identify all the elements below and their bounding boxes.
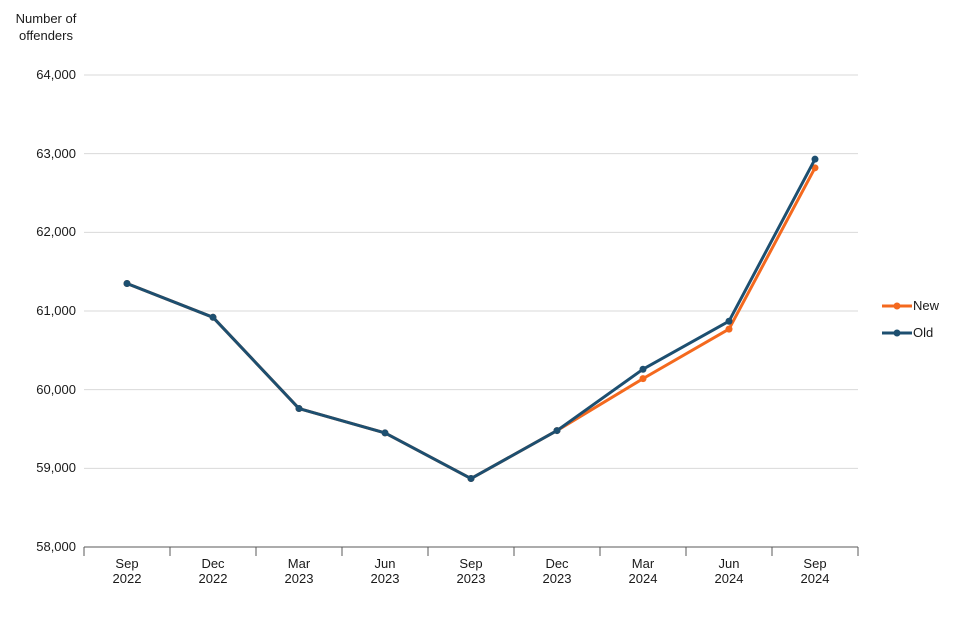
data-point-new — [725, 325, 733, 333]
data-point-old — [725, 317, 733, 325]
series-line-new — [125, 166, 817, 481]
data-point-new — [639, 375, 647, 383]
legend: New Old — [882, 292, 939, 346]
data-point-new — [811, 164, 819, 172]
y-tick-label: 61,000 — [36, 303, 76, 318]
x-tick-label: Sep 2024 — [800, 556, 830, 586]
data-point-old — [209, 313, 217, 321]
x-tick-label: Jun 2024 — [714, 556, 744, 586]
series-line-old — [125, 157, 817, 481]
data-point-old — [553, 427, 561, 435]
legend-item-new: New — [882, 292, 939, 319]
legend-label: Old — [913, 325, 934, 340]
data-point-old — [381, 429, 389, 437]
x-tick-label: Dec 2023 — [542, 556, 572, 586]
x-tick-label: Jun 2023 — [370, 556, 400, 586]
y-tick-label: 62,000 — [36, 224, 76, 240]
y-tick-label: 58,000 — [36, 539, 76, 554]
x-tick-label: Sep 2023 — [456, 556, 486, 586]
x-tick-label: Dec 2022 — [198, 556, 228, 586]
data-point-old — [639, 365, 647, 373]
data-point-old — [123, 279, 131, 287]
y-tick-label: 63,000 — [36, 145, 76, 161]
x-tick-label: Sep 2022 — [112, 556, 142, 586]
y-axis-title: Number of offenders — [15, 11, 77, 43]
y-tick-label: 60,000 — [36, 381, 76, 397]
x-tick-label: Mar 2023 — [284, 556, 314, 586]
data-point-old — [811, 155, 819, 163]
legend-item-old: Old — [882, 319, 939, 346]
y-tick-label: 59,000 — [36, 460, 76, 476]
x-tick-label: Mar 2024 — [628, 556, 658, 586]
legend-label: New — [913, 298, 940, 313]
data-point-old — [467, 475, 475, 483]
legend-marker-icon — [882, 329, 912, 336]
data-point-old — [295, 405, 303, 413]
y-tick-label: 64,000 — [36, 67, 76, 82]
legend-marker-icon — [882, 302, 912, 309]
